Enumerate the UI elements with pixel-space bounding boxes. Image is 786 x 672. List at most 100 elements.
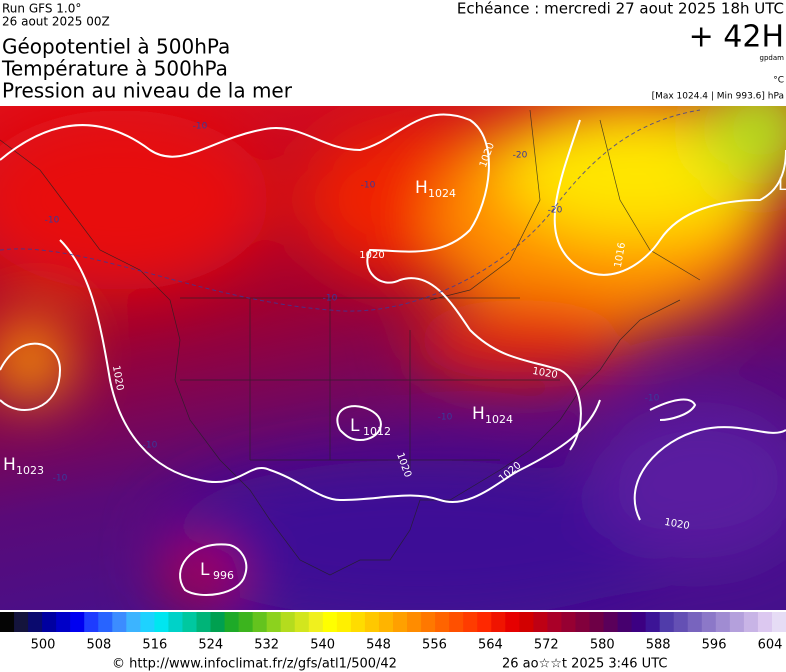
temperature-label: -10 — [193, 122, 208, 132]
colorbar-tick-label: 532 — [254, 638, 279, 653]
color-swatch — [421, 612, 436, 632]
color-swatch — [575, 612, 590, 632]
pressure-center-value: 1024 — [428, 187, 456, 200]
valid-time: Echéance : mercredi 27 aout 2025 18h UTC — [457, 0, 784, 18]
colorbar-tick-label: 604 — [758, 638, 783, 653]
color-swatch — [435, 612, 450, 632]
color-swatch — [182, 612, 197, 632]
colorbar-tick-label: 540 — [310, 638, 335, 653]
temperature-label: -10 — [361, 181, 376, 191]
color-swatch — [491, 612, 506, 632]
color-swatch — [350, 612, 366, 632]
pressure-center-value: 1024 — [485, 413, 513, 426]
color-swatch — [561, 612, 576, 632]
generated: 26 ao☆☆t 2025 3:46 UTC — [502, 657, 667, 672]
color-swatch — [336, 612, 352, 632]
color-swatch — [729, 612, 745, 632]
color-swatch — [589, 612, 605, 632]
pressure-range: [Max 1024.4 | Min 993.6] hPa — [652, 92, 784, 102]
colorbar-tick-label: 564 — [478, 638, 503, 653]
run-date: 26 aout 2025 00Z — [2, 15, 110, 29]
pressure-center-type: H — [415, 178, 428, 198]
color-swatch — [659, 612, 675, 632]
isobar-label: 1020 — [110, 365, 125, 392]
color-swatch — [28, 612, 43, 632]
temperature-label: -10 — [438, 413, 453, 423]
pressure-center-value: 1012 — [363, 425, 391, 438]
color-swatch — [771, 612, 786, 632]
unit: °C — [773, 76, 784, 86]
color-swatch — [743, 612, 759, 632]
isobar-label: 1020 — [359, 250, 384, 261]
pressure-center-type: H — [472, 404, 485, 424]
pressure-center-type: L — [778, 175, 786, 195]
color-swatch — [42, 612, 57, 632]
color-swatch — [463, 612, 478, 632]
unit: gpdam — [760, 54, 785, 62]
colorbar-tick-label: 596 — [702, 638, 727, 653]
temperature-label: -10 — [45, 216, 60, 226]
color-swatch — [687, 612, 703, 632]
temperature-label: -10 — [53, 474, 68, 484]
color-swatch — [547, 612, 562, 632]
lead-time: + 42H — [689, 20, 784, 55]
color-swatch — [14, 612, 29, 632]
colorbar: 500 508 516 524 532 540 548 556 564 572 580 588 596 6… — [0, 612, 786, 653]
isobar-label: 1020 — [531, 366, 558, 381]
color-swatch — [407, 612, 422, 632]
color-swatch — [154, 612, 169, 632]
isobar-label: 1016 — [613, 242, 628, 269]
color-swatch — [70, 612, 85, 632]
temperature-label: -20 — [548, 206, 563, 216]
temperature-label: -20 — [513, 151, 528, 161]
colorbar-tick-label: 548 — [366, 638, 391, 653]
colorbar-tick-label: 572 — [534, 638, 559, 653]
color-swatch — [252, 612, 268, 632]
color-swatch — [631, 612, 647, 632]
pressure-center-type: L — [350, 416, 360, 436]
title: Géopotentiel à 500hPa — [2, 35, 230, 59]
color-swatch — [238, 612, 254, 632]
color-swatch — [322, 612, 338, 632]
isobar-label: 1020 — [663, 517, 690, 532]
color-swatch — [603, 612, 619, 632]
color-swatch — [715, 612, 731, 632]
color-swatch — [294, 612, 310, 632]
color-swatch — [308, 612, 324, 632]
color-swatch — [84, 612, 99, 632]
colorbar-tick-label: 516 — [142, 638, 167, 653]
color-swatch — [378, 612, 394, 632]
color-swatch — [280, 612, 296, 632]
colorbar-tick-label: 500 — [31, 638, 56, 653]
run: Run GFS 1.0° — [2, 2, 81, 16]
title: Température à 500hPa — [1, 57, 228, 81]
pressure-center-value: 1023 — [16, 464, 44, 477]
colorbar-tick-label: 524 — [198, 638, 223, 653]
color-swatch — [168, 612, 183, 632]
color-swatch — [126, 612, 141, 632]
colorbar-tick-label: 508 — [87, 638, 112, 653]
color-swatch — [266, 612, 282, 632]
color-swatch — [673, 612, 689, 632]
color-swatch — [393, 612, 408, 632]
color-swatch — [505, 612, 520, 632]
pressure-center-value: 996 — [213, 569, 234, 582]
color-swatch — [196, 612, 212, 632]
temperature-label: -10 — [143, 441, 158, 451]
pressure-center-type: H — [3, 455, 16, 475]
colorbar-tick-label: 588 — [646, 638, 671, 653]
color-swatch — [140, 612, 155, 632]
color-swatch — [477, 612, 492, 632]
temperature-label: -10 — [323, 294, 338, 304]
color-swatch — [533, 612, 548, 632]
color-swatch — [0, 612, 15, 632]
title: Pression au niveau de la mer — [2, 79, 293, 103]
color-swatch — [112, 612, 127, 632]
temperature-label: -10 — [645, 394, 660, 404]
color-swatch — [98, 612, 113, 632]
pressure-center-type: L — [200, 560, 210, 580]
color-swatch — [645, 612, 661, 632]
color-swatch — [701, 612, 717, 632]
color-swatch — [364, 612, 380, 632]
